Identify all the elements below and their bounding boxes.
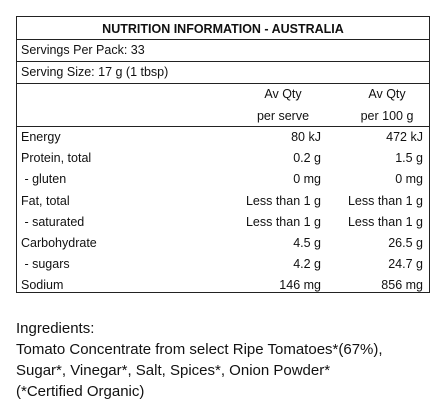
nutrient-per-100g: 1.5 g [395, 151, 423, 166]
col-header-100g-line1: Av Qty [368, 87, 406, 101]
nutrient-label: - sugars [21, 257, 70, 272]
ingredients-heading: Ingredients: [16, 320, 95, 337]
nutrient-per-100g: 472 kJ [386, 130, 423, 144]
col-header-100g-line2: per 100 g [360, 109, 414, 123]
nutrient-per-serve: 4.2 g [293, 257, 321, 272]
nutrient-per-serve: 146 mg [279, 278, 321, 293]
col-header-serve-line2: per serve [256, 109, 310, 123]
nutrient-per-100g: Less than 1 g [347, 214, 423, 229]
nutrient-per-serve: Less than 1 g [245, 214, 321, 229]
nutrient-label: Fat, total [21, 193, 70, 208]
panel-title: NUTRITION INFORMATION - AUSTRALIA [102, 22, 344, 36]
nutrient-per-100g: 856 mg [381, 278, 423, 293]
divider [17, 83, 429, 84]
nutrient-per-100g: 0 mg [395, 172, 423, 187]
col-header-serve-line1: Av Qty [264, 87, 302, 101]
ingredients-line: Tomato Concentrate from select Ripe Toma… [16, 341, 383, 358]
divider [17, 126, 429, 127]
nutrient-label: Carbohydrate [21, 236, 97, 250]
ingredients-line: Sugar*, Vinegar*, Salt, Spices*, Onion P… [16, 362, 331, 379]
nutrient-label: Sodium [21, 278, 64, 293]
nutrient-label: - saturated [21, 214, 85, 229]
nutrient-per-100g: 26.5 g [388, 236, 423, 250]
nutrient-per-serve: 0 mg [293, 172, 321, 187]
serving-size: Serving Size: 17 g (1 tbsp) [21, 65, 169, 79]
divider [17, 39, 429, 40]
divider [17, 61, 429, 62]
ingredients-block: Ingredients: Tomato Concentrate from sel… [16, 318, 444, 402]
nutrient-per-serve: Less than 1 g [245, 193, 321, 208]
servings-per-pack: Servings Per Pack: 33 [21, 43, 145, 57]
nutrient-label: Protein, total [21, 151, 92, 166]
nutrient-label: Energy [21, 130, 61, 144]
nutrient-per-serve: 0.2 g [293, 151, 321, 166]
nutrient-per-serve: 80 kJ [291, 130, 321, 144]
ingredients-line: (*Certified Organic) [16, 383, 145, 400]
nutrient-per-100g: 24.7 g [388, 257, 423, 272]
nutrition-panel: NUTRITION INFORMATION - AUSTRALIA Servin… [16, 16, 430, 293]
nutrient-per-serve: 4.5 g [293, 236, 321, 250]
nutrient-label: - gluten [21, 172, 67, 187]
nutrient-per-100g: Less than 1 g [347, 193, 423, 208]
